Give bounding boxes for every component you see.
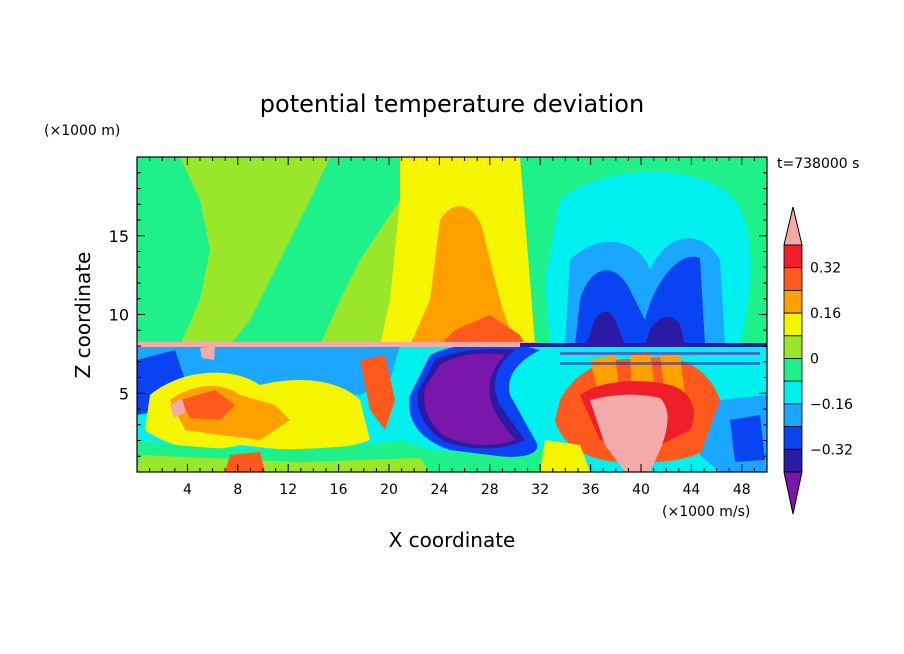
x-tick-label: 24 [430, 482, 448, 498]
contour-fill [170, 346, 215, 418]
colorbar-swatch [783, 335, 803, 359]
x-tick-label: 20 [380, 482, 398, 498]
contour-fill [180, 157, 330, 345]
contour-fill [590, 394, 668, 472]
y-tick-label: 15 [109, 227, 129, 246]
contour-field [137, 157, 767, 472]
contour-fill [137, 350, 185, 415]
x-tick-label: 32 [531, 482, 549, 498]
chart-title: potential temperature deviation [260, 90, 644, 118]
colorbar-extend-min [783, 471, 803, 515]
contour-fill [137, 342, 537, 347]
colorbar-swatch [783, 312, 803, 337]
x-tick-label: 36 [582, 482, 600, 498]
colorbar-tick-label: 0.32 [810, 261, 841, 277]
colorbar-swatch [783, 403, 803, 427]
contour-fill [540, 440, 590, 472]
contour-fill [137, 455, 430, 472]
x-tick-label: 16 [330, 482, 348, 498]
x-axis: 4 8 12 16 20 24 28 32 36 40 44 48 [149, 157, 755, 498]
x-tick-label: 4 [183, 482, 192, 498]
x-tick-label: 28 [481, 482, 499, 498]
x-tick-label: 44 [682, 482, 700, 498]
colorbar-tick-label: −0.16 [810, 397, 853, 413]
colorbar-tick-label: −0.32 [810, 442, 853, 458]
colorbar-swatch [783, 426, 803, 450]
x-tick-label: 40 [632, 482, 650, 498]
contour-fill [585, 311, 685, 345]
contour-fill [225, 452, 265, 472]
colorbar-extend-max [783, 206, 803, 246]
y-axis-label: Z coordinate [71, 252, 95, 379]
x-tick-label: 48 [733, 482, 751, 498]
colorbar-swatch [783, 289, 803, 314]
colorbar-swatch [783, 267, 803, 291]
y-unit-label: (×1000 m) [44, 123, 120, 139]
colorbar-swatch [783, 380, 803, 405]
colorbar-swatch [783, 244, 803, 269]
y-tick-label: 10 [109, 306, 129, 325]
colorbar-tick-label: 0.16 [810, 306, 841, 322]
contour-fill [440, 315, 525, 345]
colorbar-tick-label: 0 [810, 352, 819, 368]
contour-fill [520, 343, 767, 347]
contour-fill [560, 352, 760, 355]
x-tick-label: 12 [279, 482, 297, 498]
contour-fill [560, 362, 760, 365]
contour-fill [424, 353, 515, 445]
colorbar-swatch [783, 448, 803, 473]
y-axis: 5 10 15 [109, 172, 767, 457]
colorbar: 0.32 0.16 0 −0.16 −0.32 [783, 206, 853, 515]
colorbar-swatch [783, 358, 803, 382]
time-label: t=738000 s [777, 156, 859, 172]
x-tick-label: 8 [233, 482, 242, 498]
x-unit-label: (×1000 m/s) [662, 504, 750, 520]
y-tick-label: 5 [119, 384, 129, 403]
contour-fill [730, 415, 765, 462]
x-axis-label: X coordinate [389, 528, 516, 552]
contour-fill [410, 206, 515, 345]
contour-fill [180, 355, 395, 430]
